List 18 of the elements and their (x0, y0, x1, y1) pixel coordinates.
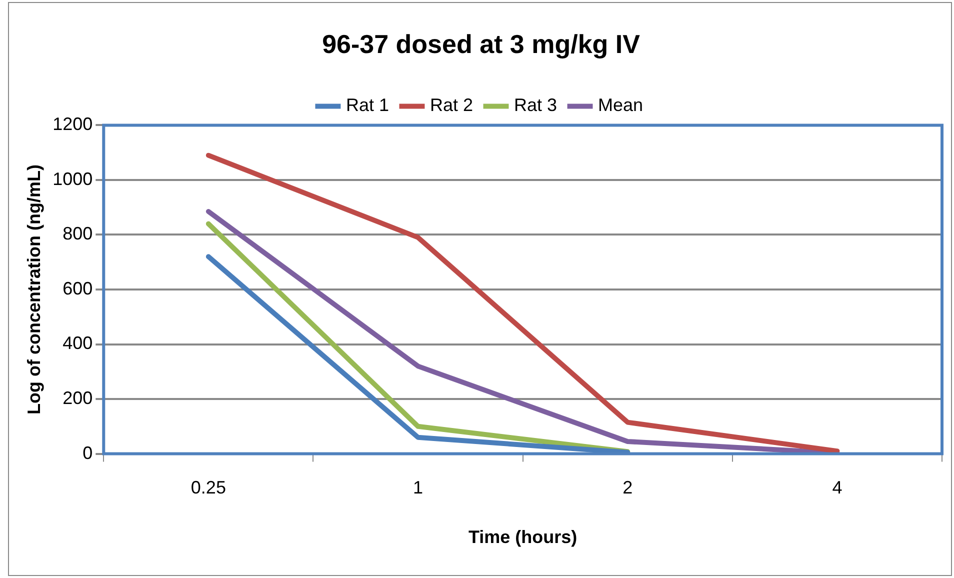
y-axis-title: Log of concentration (ng/mL) (24, 164, 44, 414)
legend-label: Mean (598, 95, 644, 116)
y-tick-label: 800 (62, 224, 93, 244)
y-tick-label: 0 (82, 442, 93, 463)
x-tick-label: 1 (413, 478, 424, 498)
y-tick-label: 1200 (52, 114, 93, 134)
x-tick-label: 4 (832, 478, 842, 498)
x-axis-title: Time (hours) (468, 527, 578, 548)
y-tick-label: 400 (62, 333, 93, 354)
x-tick-label: 2 (622, 478, 633, 498)
y-tick-label: 600 (62, 278, 93, 298)
y-tick-label: 200 (62, 388, 93, 408)
legend-label: Rat 2 (430, 95, 474, 116)
legend-label: Rat 3 (514, 95, 558, 116)
legend-label: Rat 1 (346, 95, 389, 116)
y-tick-label: 1000 (52, 168, 93, 189)
x-tick-label: 0.25 (190, 478, 226, 498)
chart-title: 96-37 dosed at 3 mg/kg IV (322, 28, 641, 59)
